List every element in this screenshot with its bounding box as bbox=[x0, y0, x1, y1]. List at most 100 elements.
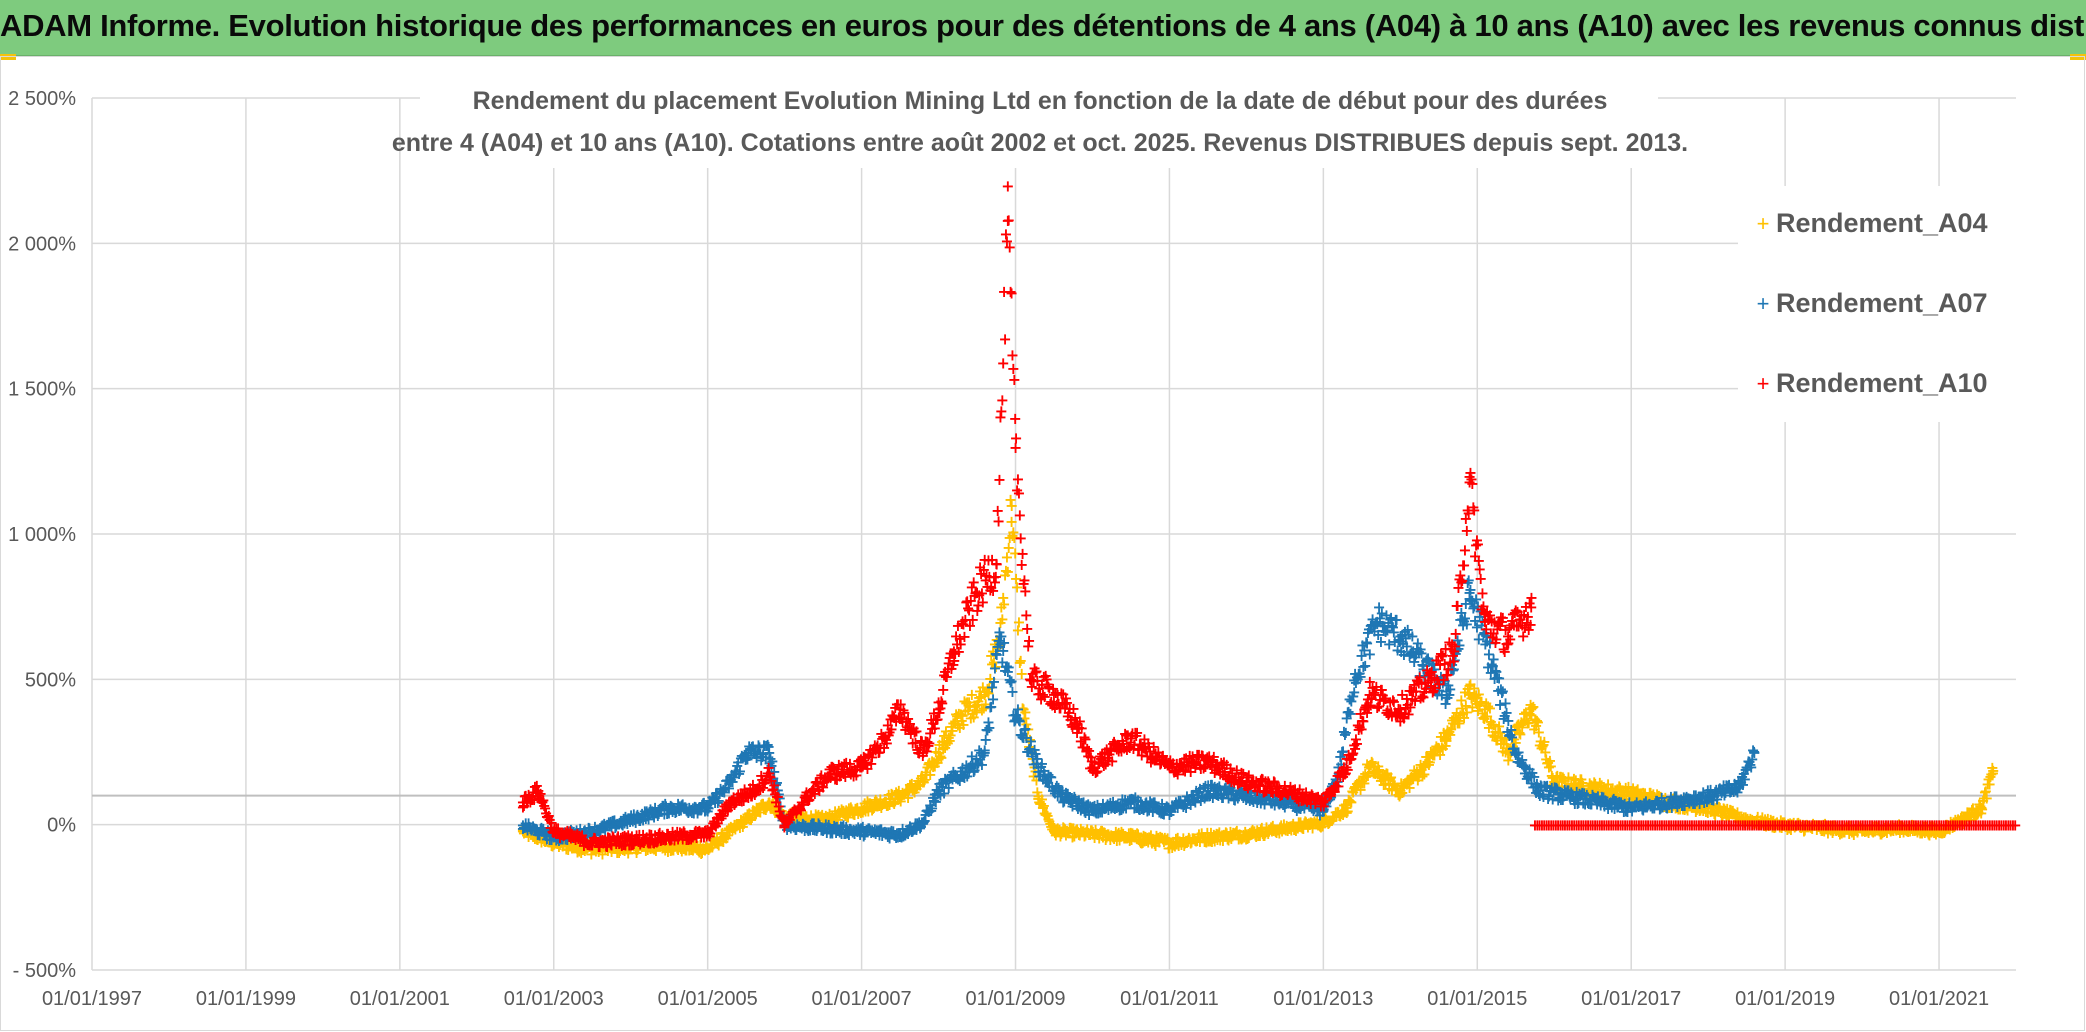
data-point: + bbox=[638, 835, 651, 854]
data-point: + bbox=[526, 827, 539, 846]
data-point: + bbox=[671, 838, 684, 857]
data-point: + bbox=[536, 829, 549, 848]
data-point: + bbox=[670, 834, 683, 853]
data-point: + bbox=[612, 843, 625, 862]
data-point: + bbox=[702, 840, 715, 859]
data-point: + bbox=[671, 840, 684, 859]
data-point: + bbox=[634, 835, 647, 854]
data-point: + bbox=[687, 838, 700, 857]
series-a04: ++ + + + ++++ ++++++++++++ + + + + + + +++++++++++ + +… bbox=[516, 490, 2000, 863]
data-point: + bbox=[751, 798, 764, 817]
data-point: + bbox=[585, 845, 598, 864]
data-point: + bbox=[695, 843, 708, 862]
data-point: + bbox=[563, 837, 576, 856]
data-point: + bbox=[1013, 505, 1026, 524]
data-point: + bbox=[1932, 821, 1945, 840]
data-point: + bbox=[986, 690, 999, 709]
data-point: + bbox=[682, 832, 695, 851]
data-point: + bbox=[516, 820, 529, 839]
data-point: + bbox=[550, 834, 563, 853]
data-point: + bbox=[1855, 821, 1868, 840]
data-point: + bbox=[738, 813, 751, 832]
data-point: + bbox=[747, 801, 760, 820]
data-point: + bbox=[607, 836, 620, 855]
data-point: + bbox=[1548, 772, 1561, 791]
data-point: + bbox=[611, 833, 624, 852]
data-point: + bbox=[613, 841, 626, 860]
data-point: + bbox=[655, 833, 668, 852]
data-point: + bbox=[704, 838, 717, 857]
data-point: + bbox=[570, 837, 583, 856]
data-point: + bbox=[632, 837, 645, 856]
legend-marker-a07: + bbox=[1757, 291, 1770, 316]
data-point: + bbox=[755, 795, 768, 814]
data-point: + bbox=[686, 840, 699, 859]
data-point: + bbox=[766, 794, 779, 813]
legend: + Rendement_A04 + Rendement_A07 + Rendem… bbox=[1757, 208, 1988, 398]
data-point: + bbox=[672, 837, 685, 856]
data-point: + bbox=[540, 826, 553, 845]
data-point: + bbox=[571, 842, 584, 861]
data-point: + bbox=[574, 835, 587, 854]
data-point: + bbox=[618, 841, 631, 860]
data-point: + bbox=[601, 841, 614, 860]
data-point: + bbox=[726, 820, 739, 839]
grid-layer bbox=[91, 97, 2016, 971]
data-point: + bbox=[759, 800, 772, 819]
data-point: + bbox=[1449, 624, 1462, 643]
data-point: + bbox=[763, 793, 776, 812]
data-point: + bbox=[1817, 819, 1830, 838]
data-point: + bbox=[656, 838, 669, 857]
data-point: + bbox=[652, 834, 665, 853]
data-point: + bbox=[588, 837, 601, 856]
data-point: + bbox=[916, 772, 929, 791]
data-point: + bbox=[1008, 370, 1021, 389]
x-tick-label: 01/01/1997 bbox=[42, 988, 142, 1010]
data-point: + bbox=[623, 835, 636, 854]
data-point: + bbox=[667, 841, 680, 860]
data-point: + bbox=[741, 805, 754, 824]
data-point: + bbox=[762, 793, 775, 812]
data-point: + bbox=[1894, 819, 1907, 838]
data-point: + bbox=[1003, 237, 1016, 256]
data-point: + bbox=[625, 834, 638, 853]
data-point: + bbox=[624, 837, 637, 856]
data-point: + bbox=[1017, 699, 1030, 718]
data-point: + bbox=[597, 837, 610, 856]
data-point: + bbox=[1747, 742, 1760, 761]
data-point: + bbox=[592, 842, 605, 861]
data-point: + bbox=[537, 827, 550, 846]
data-point: + bbox=[719, 827, 732, 846]
data-point: + bbox=[701, 839, 714, 858]
data-point: + bbox=[554, 830, 567, 849]
data-point: + bbox=[555, 831, 568, 850]
data-point: + bbox=[736, 817, 749, 836]
data-point: + bbox=[983, 718, 996, 737]
data-point: + bbox=[573, 841, 586, 860]
data-point: + bbox=[1005, 496, 1018, 515]
data-point: + bbox=[696, 839, 709, 858]
data-point: + bbox=[1740, 810, 1753, 829]
data-point: + bbox=[729, 820, 742, 839]
corner-mark-left bbox=[0, 54, 16, 60]
legend-marker-a04: + bbox=[1757, 211, 1770, 236]
data-point: + bbox=[681, 836, 694, 855]
report-banner: ADAM Informe. Evolution historique des p… bbox=[0, 0, 2086, 56]
data-point: + bbox=[527, 823, 540, 842]
data-point: + bbox=[590, 839, 603, 858]
data-point: + bbox=[706, 838, 719, 857]
data-point: + bbox=[1086, 824, 1099, 843]
data-point: + bbox=[701, 838, 714, 857]
data-point: + bbox=[763, 792, 776, 811]
chart-title-line1: Rendement du placement Evolution Mining … bbox=[473, 87, 1608, 115]
data-point: + bbox=[1201, 827, 1214, 846]
x-tick-label: 01/01/2007 bbox=[812, 988, 912, 1010]
x-tick-label: 01/01/2003 bbox=[504, 988, 604, 1010]
data-point: + bbox=[542, 832, 555, 851]
data-point: + bbox=[609, 837, 622, 856]
data-point: + bbox=[578, 841, 591, 860]
x-tick-label: 01/01/2015 bbox=[1427, 988, 1527, 1010]
data-point: + bbox=[553, 835, 566, 854]
data-point: + bbox=[598, 840, 611, 859]
data-point: + bbox=[604, 838, 617, 857]
